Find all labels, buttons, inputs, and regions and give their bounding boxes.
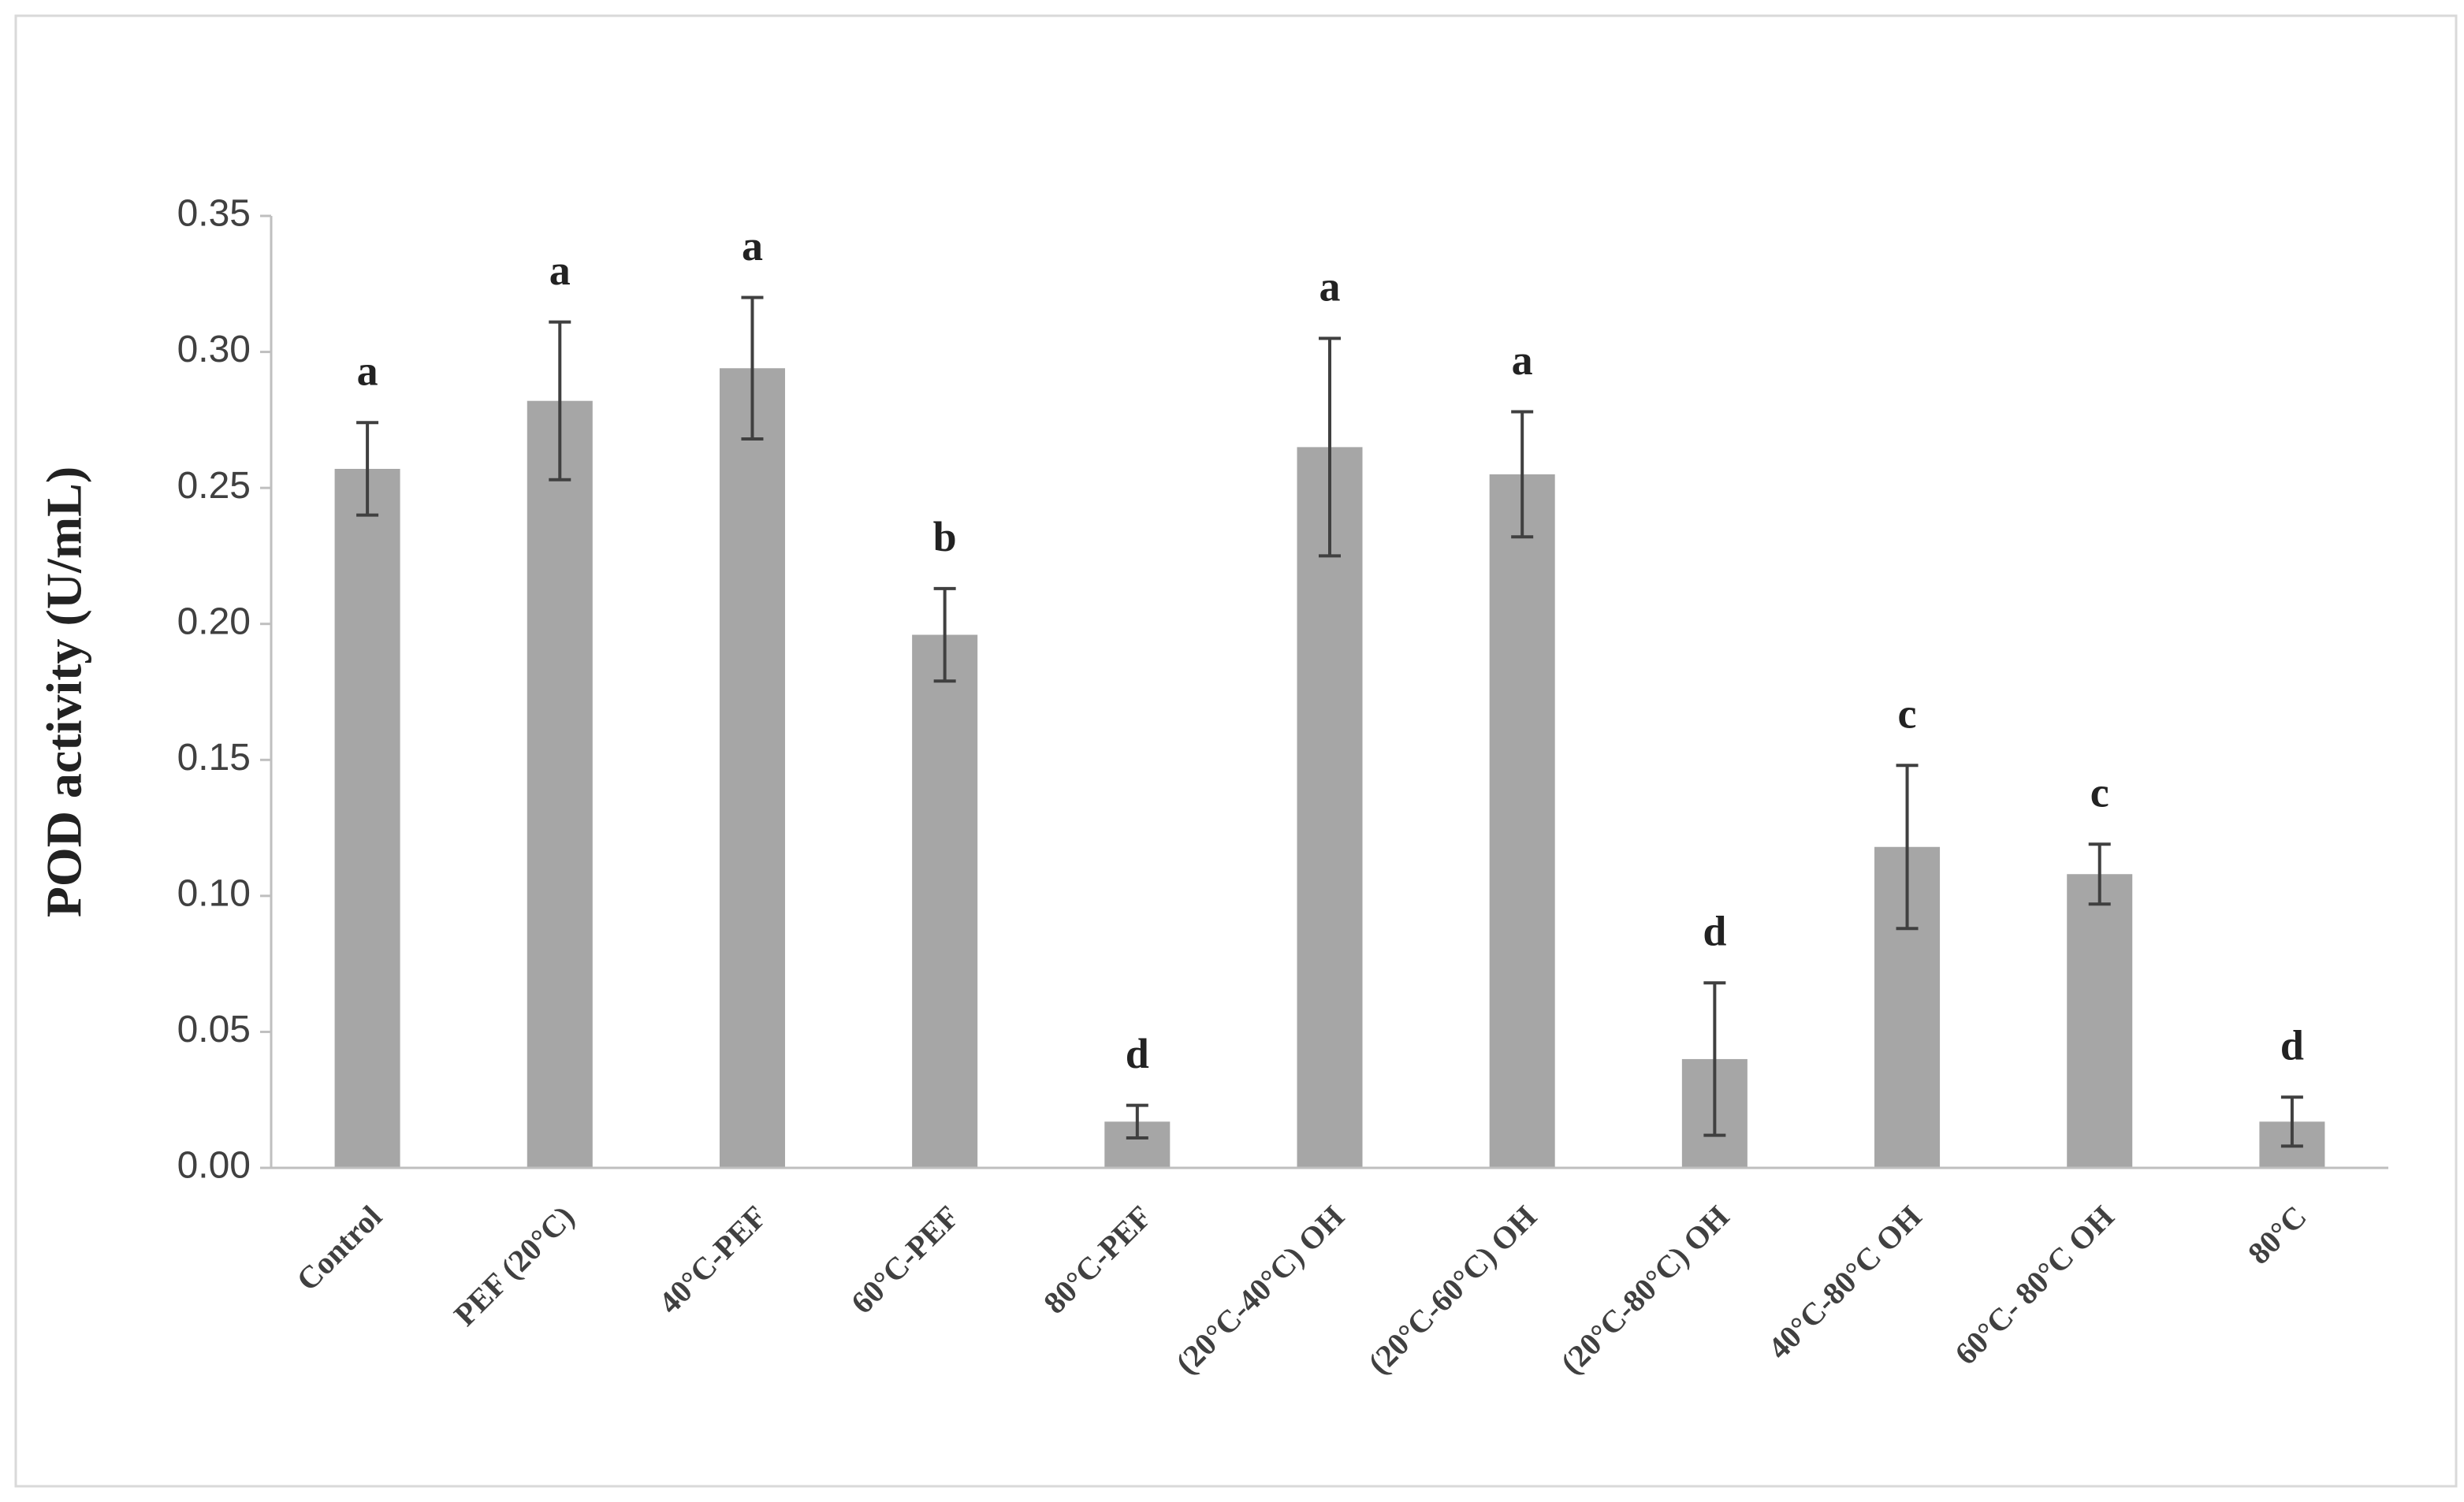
- y-tick-label: 0.20: [177, 600, 251, 642]
- y-axis-title: POD activity (U/mL): [36, 467, 92, 917]
- bar: [527, 400, 593, 1168]
- y-tick-label: 0.05: [177, 1009, 251, 1050]
- bar: [1489, 474, 1555, 1168]
- bar: [334, 468, 400, 1168]
- y-tick-label: 0.35: [177, 193, 251, 235]
- y-tick-label: 0.10: [177, 873, 251, 915]
- bar: [912, 634, 978, 1168]
- chart-border: [14, 14, 2458, 1488]
- significance-letter: a: [742, 222, 763, 270]
- significance-letter: d: [1126, 1030, 1149, 1077]
- significance-letter: d: [1703, 908, 1726, 955]
- y-tick-label: 0.00: [177, 1145, 251, 1187]
- significance-letter: a: [1319, 263, 1341, 310]
- bar: [2067, 874, 2133, 1168]
- y-tick-label: 0.25: [177, 465, 251, 507]
- significance-letter: a: [357, 348, 378, 395]
- y-tick-label: 0.15: [177, 737, 251, 779]
- significance-letter: a: [1512, 336, 1533, 384]
- y-tick-label: 0.30: [177, 329, 251, 370]
- significance-letter: c: [1898, 690, 1917, 738]
- significance-letter: c: [2090, 769, 2109, 816]
- significance-letter: a: [549, 247, 571, 294]
- bar: [719, 368, 785, 1168]
- significance-letter: d: [2280, 1022, 2304, 1069]
- bar: [1297, 447, 1363, 1168]
- significance-letter: b: [933, 513, 957, 560]
